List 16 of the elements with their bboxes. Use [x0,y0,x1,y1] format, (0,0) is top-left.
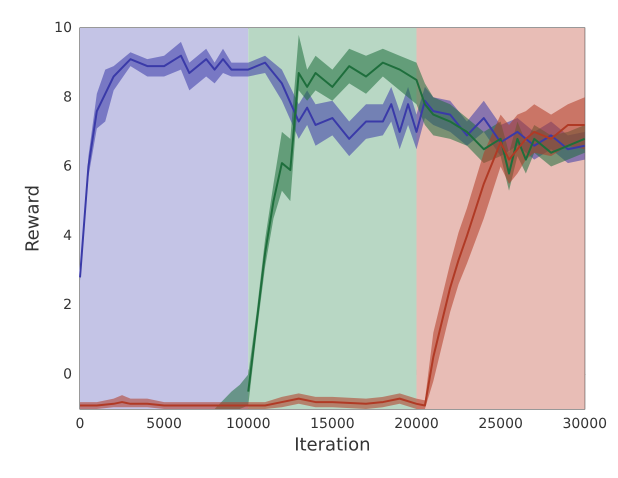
line-series [247,62,586,393]
y-axis-title: Reward [22,184,44,252]
x-tick-label: 25000 [478,416,523,432]
x-tick-label: 0 [76,416,84,432]
y-tick-label: 6 [63,158,72,175]
x-tick-label: 5000 [146,416,182,432]
x-tick-label: 30000 [562,416,608,432]
x-axis-title: Iteration [294,434,371,456]
x-tick-label: 10000 [226,416,271,432]
x-tick-label: 20000 [394,416,439,432]
y-tick-label: 10 [54,20,72,36]
x-tick-label: 15000 [310,416,355,432]
y-tick-label: 2 [63,297,72,314]
y-tick-label: 4 [63,228,72,244]
y-tick-label: 0 [63,366,72,382]
y-tick-label: 8 [63,89,72,106]
